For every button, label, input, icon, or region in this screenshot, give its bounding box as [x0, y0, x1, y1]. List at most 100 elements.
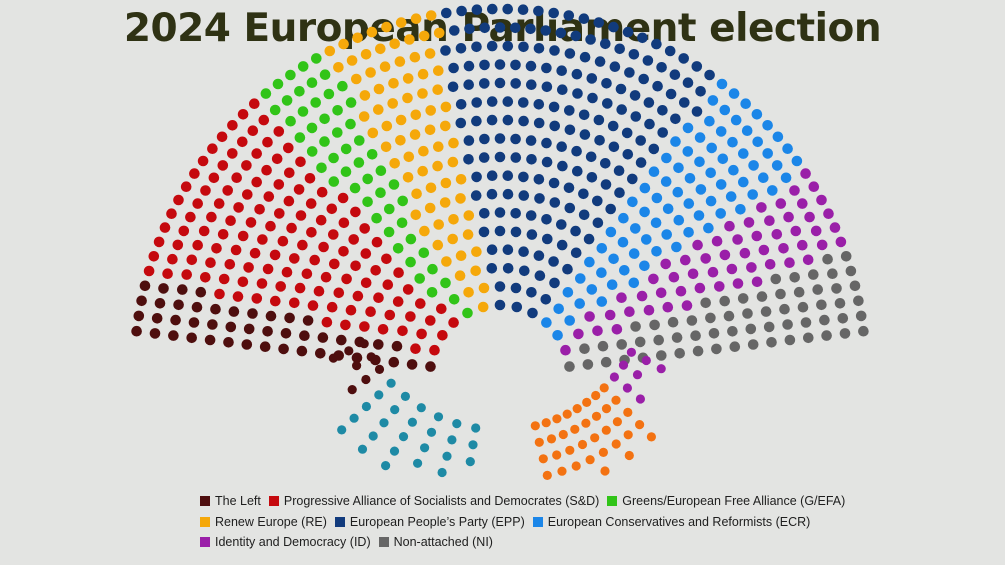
legend-label: Progressive Alliance of Socialists and D…: [283, 494, 600, 508]
seat-dot: [570, 247, 582, 259]
seat-dot: [352, 361, 362, 371]
seat-dot: [770, 273, 782, 285]
seat-dot: [849, 280, 861, 292]
seat-dot: [403, 151, 415, 163]
seat-dot: [656, 62, 667, 73]
seat-dot: [359, 339, 369, 349]
seat-dot: [352, 290, 364, 302]
seat-dot: [682, 146, 694, 157]
seat-dot: [260, 88, 272, 99]
seat-dot: [454, 270, 466, 282]
seat-dot: [462, 307, 473, 319]
seat-dot: [571, 461, 581, 471]
seat-dot: [294, 282, 306, 294]
seat-dot: [519, 265, 530, 277]
seat-dot: [632, 370, 643, 380]
seat-dot: [616, 339, 627, 350]
seat-dot: [154, 298, 166, 309]
seat-dot: [525, 60, 537, 72]
seat-dot: [592, 325, 603, 337]
seat-dot: [614, 187, 625, 198]
seat-dot: [738, 176, 749, 188]
seat-dot: [600, 466, 610, 476]
seat-dot: [700, 297, 711, 309]
seat-dot: [159, 222, 171, 233]
seat-dot: [281, 266, 293, 278]
seat-dot: [433, 27, 445, 39]
seat-dot: [328, 152, 339, 164]
seat-dot: [195, 286, 207, 298]
seat-dot: [394, 56, 406, 67]
seat-dot: [379, 61, 391, 72]
seat-dot: [723, 310, 735, 322]
seat-dot: [541, 137, 552, 149]
seat-dot: [324, 45, 336, 57]
seat-dot: [557, 466, 567, 476]
seat-dot: [471, 423, 481, 433]
seat-dot: [148, 250, 160, 262]
seat-dot: [345, 118, 356, 130]
seat-dot: [274, 208, 285, 219]
seat-dot: [790, 225, 802, 237]
seat-dot: [224, 259, 236, 270]
seat-dot: [471, 4, 483, 15]
seat-dot: [829, 222, 841, 233]
seat-dot: [306, 146, 318, 157]
seat-dot: [262, 136, 273, 148]
chart-legend: The Left Progressive Alliance of Socialis…: [200, 491, 900, 553]
seat-dot: [273, 179, 285, 190]
seat-dot: [557, 160, 568, 172]
seat-dot: [621, 127, 633, 139]
seat-dot: [649, 319, 660, 331]
seat-dot: [651, 38, 662, 50]
seat-dot: [615, 83, 627, 95]
seat-dot: [518, 97, 529, 108]
seat-dot: [614, 43, 625, 55]
seat-dot: [332, 127, 343, 138]
seat-dot: [136, 295, 147, 307]
seat-dot: [433, 141, 444, 152]
seat-dot: [758, 244, 770, 256]
seat-dot: [247, 308, 258, 319]
seat-dot: [468, 440, 478, 450]
seat-dot: [650, 217, 662, 229]
seat-dot: [735, 204, 746, 215]
seat-dot: [727, 136, 738, 148]
seat-dot: [340, 319, 351, 331]
seat-dot: [433, 65, 444, 76]
seat-dot: [630, 111, 642, 122]
seat-dot: [585, 455, 595, 465]
seat-dot: [494, 151, 506, 163]
seat-dot: [541, 62, 552, 74]
seat-dot: [556, 239, 568, 251]
seat-dot: [440, 45, 451, 56]
seat-dot: [756, 291, 768, 302]
seat-dot: [711, 343, 722, 355]
seat-dot: [207, 319, 218, 330]
seat-dot: [635, 135, 646, 146]
seat-dot: [228, 306, 240, 317]
seat-dot: [740, 98, 751, 109]
seat-dot: [448, 62, 459, 74]
seat-dot: [241, 339, 253, 350]
seat-dot: [596, 296, 608, 307]
seat-dot: [752, 136, 763, 148]
seat-dot: [641, 355, 651, 366]
seat-dot: [186, 254, 198, 266]
seat-dot: [198, 225, 210, 237]
seat-dot: [326, 301, 338, 313]
seat-dot: [510, 133, 521, 145]
seat-dot: [694, 132, 706, 143]
seat-dot: [510, 152, 522, 163]
seat-dot: [668, 271, 680, 283]
seat-dot: [280, 328, 292, 339]
seat-dot: [437, 330, 448, 341]
seat-dot: [373, 83, 385, 95]
seat-dot: [131, 325, 142, 337]
seat-dot: [582, 359, 594, 370]
seat-dot: [350, 206, 361, 218]
seat-dot: [225, 321, 237, 333]
seat-dot: [432, 84, 444, 95]
seat-dot: [254, 204, 265, 215]
seat-dot: [725, 191, 737, 202]
